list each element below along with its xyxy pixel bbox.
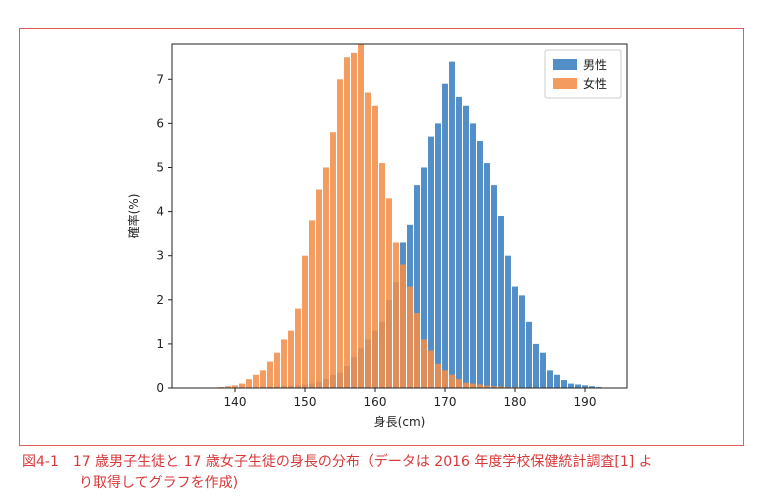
female-bar (470, 383, 476, 388)
y-tick-label: 4 (156, 205, 164, 219)
female-bar (442, 370, 448, 388)
female-bar (260, 370, 266, 388)
female-bar (253, 374, 259, 388)
x-tick-label: 150 (294, 395, 317, 409)
female-bar (246, 379, 252, 388)
legend-label-male: 男性 (583, 58, 607, 72)
y-tick-label: 5 (156, 160, 164, 174)
male-bar (414, 185, 420, 388)
female-bar (316, 189, 322, 388)
female-bar (358, 44, 364, 388)
female-bar (372, 105, 378, 388)
female-bar (295, 308, 301, 388)
male-bar (456, 96, 462, 388)
x-tick-label: 180 (504, 395, 527, 409)
female-bar (337, 79, 343, 389)
male-bar (498, 216, 504, 388)
male-bar (568, 383, 574, 388)
y-tick-label: 1 (156, 337, 164, 351)
female-bar (428, 350, 434, 388)
x-axis-label: 身長(cm) (374, 414, 426, 429)
female-bar (463, 382, 469, 388)
male-bar (435, 123, 441, 388)
male-bar (554, 374, 560, 388)
female-bar (400, 264, 406, 388)
x-tick-label: 170 (434, 395, 457, 409)
legend-swatch-female (553, 78, 577, 89)
female-bar (309, 220, 315, 388)
male-bar (512, 286, 518, 388)
figure-number: 図4-1 (22, 454, 59, 470)
x-tick-label: 190 (574, 395, 597, 409)
female-bar (281, 339, 287, 388)
y-tick-label: 6 (156, 116, 164, 130)
female-bar (386, 198, 392, 388)
male-bar (589, 386, 595, 388)
male-bar (519, 295, 525, 388)
y-tick-label: 2 (156, 293, 164, 307)
male-bar (463, 105, 469, 388)
male-bar (547, 370, 553, 388)
x-tick-label: 140 (224, 395, 247, 409)
female-bar (435, 363, 441, 388)
female-bar (414, 313, 420, 388)
female-bar (323, 167, 329, 388)
female-bar (449, 374, 455, 388)
female-bar (239, 383, 245, 388)
male-bar (561, 380, 567, 388)
female-bar (274, 352, 280, 388)
y-tick-label: 7 (156, 72, 164, 86)
male-bar (484, 163, 490, 388)
plot-area (171, 43, 628, 389)
female-bar (407, 286, 413, 388)
male-bar (491, 185, 497, 388)
female-bar (484, 385, 490, 388)
legend-label-female: 女性 (583, 76, 607, 91)
caption-line-1: 17 歳男子生徒と 17 歳女子生徒の身長の分布（データは 2016 年度学校保… (72, 454, 653, 470)
male-bar (470, 123, 476, 388)
figure-frame: 140 150 160 170 180 190 0 1 2 3 4 5 6 7 身長(cm) 確率(%) 男性女… (19, 28, 744, 446)
histogram-chart: 140 150 160 170 180 190 0 1 2 3 4 5 6 7 身長(cm) 確率(%) 男性女… (126, 43, 628, 429)
male-bar (526, 321, 532, 388)
male-bar (442, 83, 448, 388)
female-bar (330, 132, 336, 388)
male-bar (428, 136, 434, 388)
female-bar (351, 52, 357, 389)
female-bar (421, 339, 427, 388)
female-bar (232, 385, 238, 388)
y-tick-label: 0 (156, 381, 164, 395)
female-bar (477, 384, 483, 388)
female-bar (288, 330, 294, 388)
figure-caption: 図4-1 17 歳男子生徒と 17 歳女子生徒の身長の分布（データは 2016 年… (22, 452, 757, 494)
female-bar (267, 361, 273, 388)
male-bar (540, 352, 546, 388)
female-bar (302, 255, 308, 388)
female-bar (365, 92, 371, 388)
female-bar (393, 242, 399, 388)
male-bar (575, 384, 581, 388)
caption-line-2: り取得してグラフを作成) (79, 475, 239, 491)
female-bar (225, 386, 231, 388)
female-bar (498, 386, 504, 388)
x-tick-label: 160 (364, 395, 387, 409)
male-bar (477, 141, 483, 388)
female-bar (456, 379, 462, 388)
male-bar (449, 61, 455, 389)
legend-swatch-male (553, 59, 577, 70)
male-bar (505, 255, 511, 388)
male-bar (582, 385, 588, 388)
female-bar (491, 386, 497, 388)
female-bar (344, 57, 350, 388)
y-axis-label: 確率(%) (126, 194, 141, 239)
y-tick-label: 3 (156, 249, 164, 263)
male-bar (421, 167, 427, 388)
female-bar (379, 163, 385, 388)
male-bar (533, 343, 539, 388)
